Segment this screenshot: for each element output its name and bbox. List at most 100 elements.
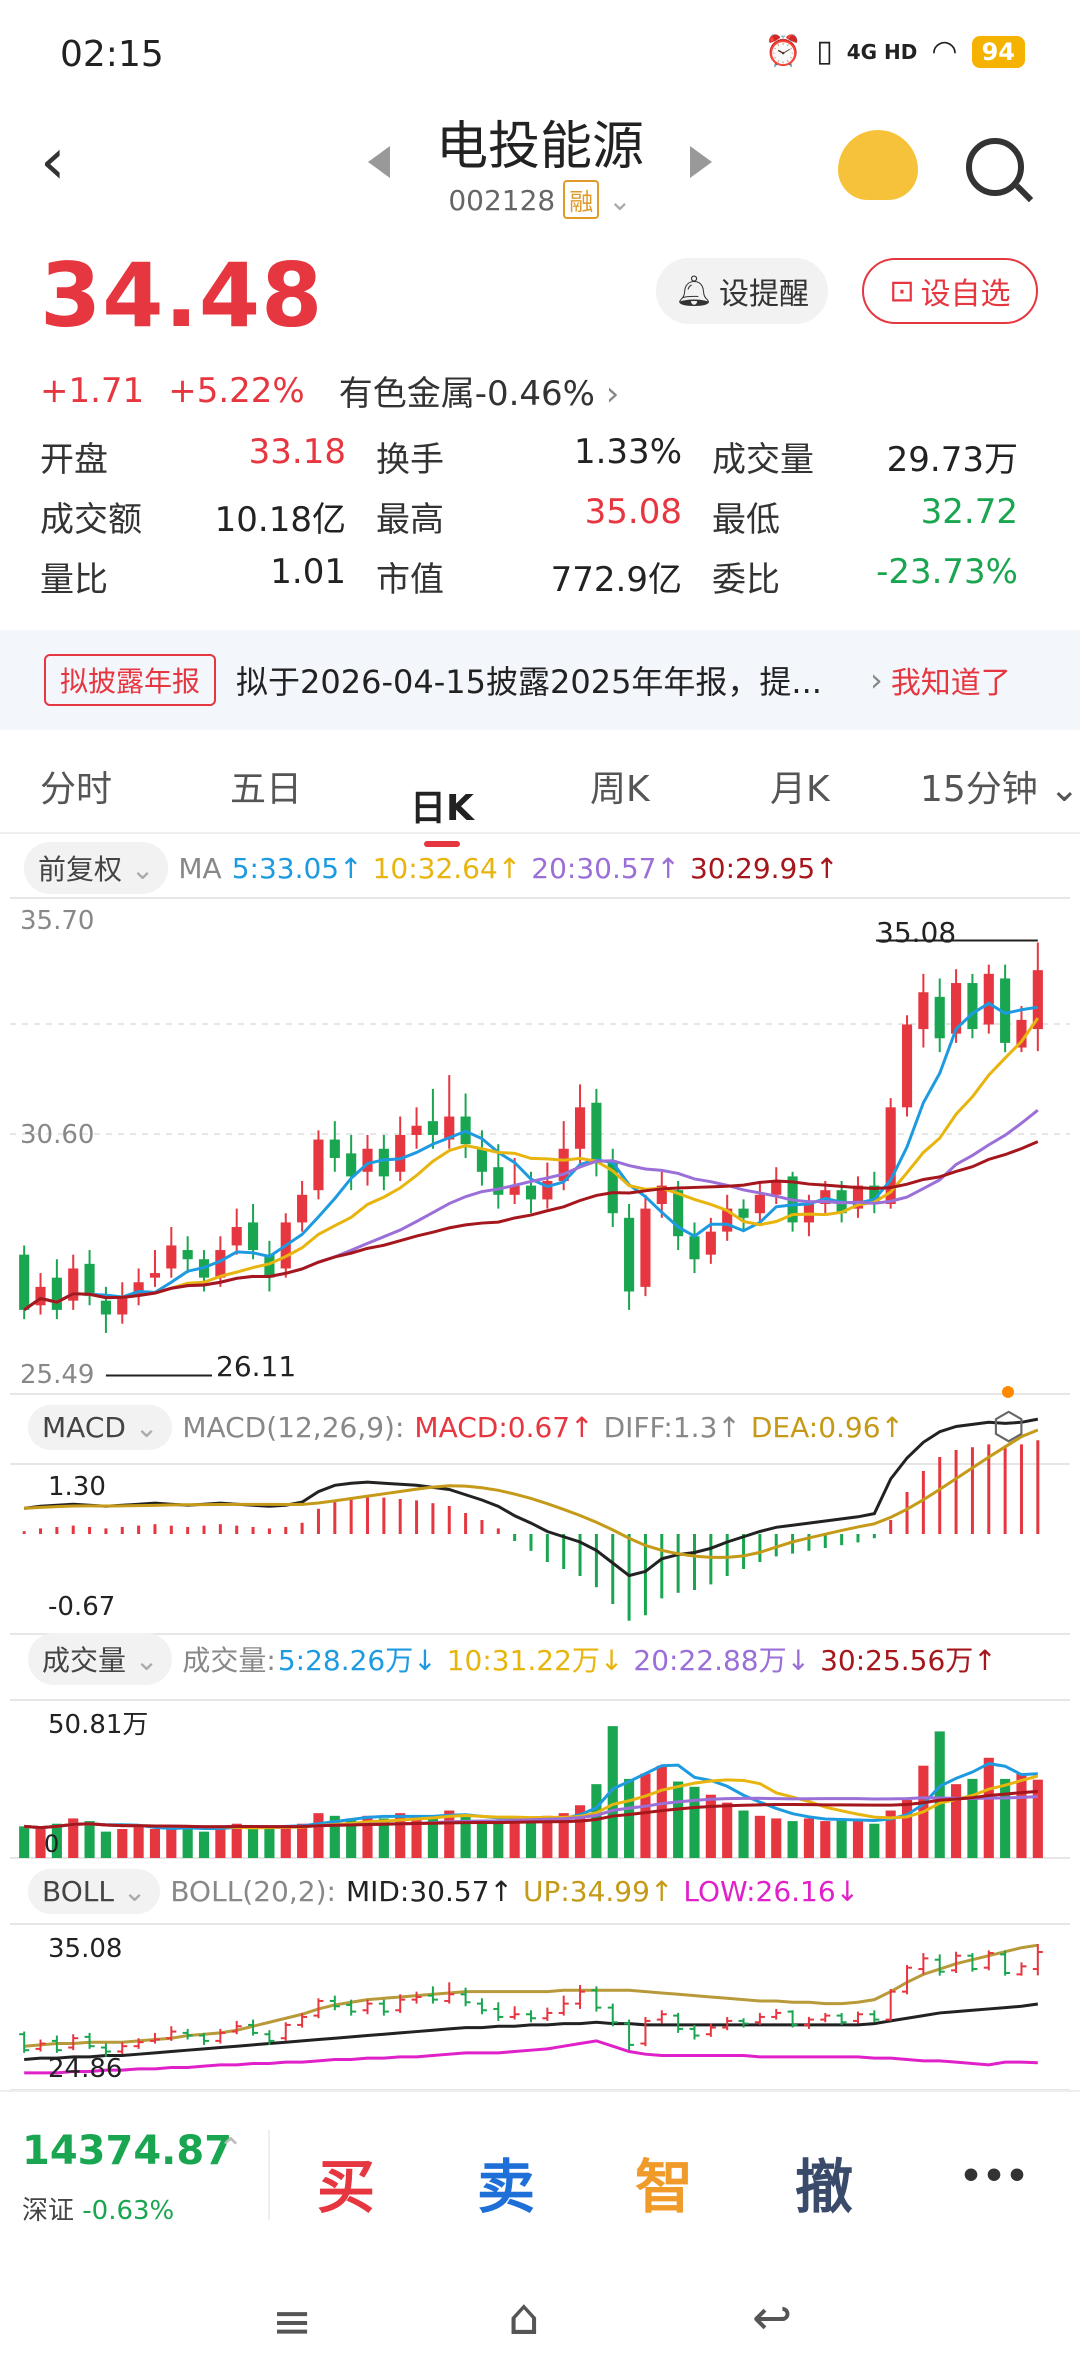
stat-cell: 最低 32.72 bbox=[712, 492, 1048, 541]
stats-grid: 开盘 33.18 换手 1.33% 成交量 29.73万 成交额 10.18亿 最高 35.08 最… bbox=[40, 426, 1050, 606]
stat-cell: 量比 1.01 bbox=[40, 552, 376, 601]
adjust-mode-dropdown[interactable]: 前复权 ⌄ bbox=[24, 842, 169, 894]
more-button[interactable]: ••• bbox=[959, 2156, 1029, 2197]
kline-y-top: 35.70 bbox=[20, 906, 95, 936]
candle-body bbox=[444, 1116, 455, 1140]
volume-bar bbox=[149, 1828, 161, 1858]
volume-label: 成交量: bbox=[182, 1644, 276, 1677]
candle-body bbox=[705, 1231, 716, 1255]
ma30-line bbox=[23, 1140, 1039, 1312]
volume-bar bbox=[476, 1821, 488, 1858]
prev-stock-icon[interactable] bbox=[368, 146, 390, 178]
boll-low: LOW:26.16↓ bbox=[683, 1874, 860, 1908]
tab-2[interactable]: 日K bbox=[410, 779, 474, 847]
volume-bar bbox=[411, 1815, 422, 1858]
sector-link[interactable]: 有色金属-0.46% › bbox=[339, 366, 620, 415]
stock-title: 电投能源 bbox=[435, 117, 644, 177]
mascot-icon[interactable] bbox=[838, 130, 918, 200]
volume-bar bbox=[280, 1826, 291, 1858]
stat-cell: 成交量 29.73万 bbox=[712, 432, 1048, 481]
chevron-down-icon: ⌄ bbox=[122, 1874, 147, 1908]
volume-bar bbox=[84, 1821, 95, 1858]
price-change-pct: +5.22% bbox=[168, 370, 305, 411]
chart-area[interactable] bbox=[0, 894, 1080, 2090]
add-watchlist-button[interactable]: ⊡ 设自选 bbox=[862, 258, 1038, 324]
stat-value: 10.18亿 bbox=[214, 499, 346, 540]
volume-bar bbox=[803, 1818, 815, 1858]
candle-body bbox=[754, 1194, 765, 1214]
index-value[interactable]: 14374.87 bbox=[22, 2128, 233, 2174]
next-stock-icon[interactable] bbox=[690, 146, 712, 178]
smart-button[interactable]: 智 bbox=[634, 2153, 693, 2221]
volume-bar bbox=[378, 1818, 389, 1858]
candle-body bbox=[509, 1185, 520, 1195]
tab-0[interactable]: 分时 bbox=[40, 769, 113, 810]
volume-dropdown[interactable]: 成交量 ⌄ bbox=[28, 1633, 173, 1685]
candle-body bbox=[264, 1254, 275, 1278]
candle-body bbox=[918, 992, 929, 1030]
candle-body bbox=[395, 1134, 406, 1172]
candle-body bbox=[673, 1190, 684, 1237]
add-watchlist-label: 设自选 bbox=[920, 277, 1011, 312]
boll-dropdown[interactable]: BOLL ⌄ bbox=[28, 1868, 161, 1914]
volume-bar bbox=[182, 1828, 193, 1858]
divider bbox=[0, 832, 1080, 834]
boll-legend: BOLL ⌄ BOLL(20,2): MID:30.57↑ UP:34.99↑ … bbox=[28, 1864, 859, 1918]
chevron-up-icon[interactable]: ⌃ bbox=[218, 2132, 244, 2167]
candle-body bbox=[771, 1180, 782, 1195]
vol5-value: 5:28.26万↓ bbox=[277, 1644, 437, 1677]
volume-bar bbox=[427, 1818, 438, 1858]
chevron-down-icon: ⌄ bbox=[134, 1644, 159, 1677]
macd-dropdown[interactable]: MACD ⌄ bbox=[28, 1404, 173, 1450]
candle-body bbox=[951, 983, 962, 1034]
annual-report-banner[interactable]: 拟披露年报 拟于2026-04-15披露2025年年报，提... › 我知道了 bbox=[0, 630, 1080, 730]
bell-icon: 🔔︎ bbox=[674, 273, 714, 309]
macd-y-bot: -0.67 bbox=[48, 1592, 116, 1622]
candle-body bbox=[427, 1121, 438, 1135]
volume-bar bbox=[460, 1815, 471, 1858]
volume-bar bbox=[983, 1757, 994, 1858]
chevron-down-icon: ⌄ bbox=[134, 1410, 159, 1444]
chevron-down-icon: ⌄ bbox=[130, 853, 155, 886]
stat-value: 32.72 bbox=[920, 491, 1018, 532]
status-icons: ⏰ ▯ 4G HD ◠ 94 bbox=[765, 34, 1025, 69]
tab-1[interactable]: 五日 bbox=[230, 769, 303, 810]
tab-3[interactable]: 周K bbox=[590, 769, 650, 810]
volume-bar bbox=[231, 1823, 242, 1858]
menu-icon[interactable]: ≡ bbox=[272, 2294, 313, 2350]
candle-body bbox=[656, 1185, 667, 1205]
tab-4[interactable]: 月K bbox=[770, 769, 830, 810]
settings-hexagon-icon[interactable]: ⬡ bbox=[992, 1404, 1026, 1448]
vol20-value: 20:22.88万↓ bbox=[633, 1644, 811, 1677]
stat-label: 开盘 bbox=[40, 439, 108, 480]
candle-body bbox=[35, 1286, 46, 1306]
system-nav-bar: ≡ ⌂ ↩ bbox=[0, 2260, 1080, 2376]
dismiss-banner-button[interactable]: 我知道了 bbox=[890, 666, 1011, 701]
boll-y-bot: 24.86 bbox=[48, 2054, 123, 2084]
buy-button[interactable]: 买 bbox=[316, 2153, 375, 2221]
tab-5[interactable]: 15分钟 ⌄ bbox=[920, 769, 1080, 810]
cancel-order-button[interactable]: 撤 bbox=[794, 2153, 853, 2221]
volume-legend: 成交量 ⌄ 成交量: 5:28.26万↓ 10:31.22万↓ 20:22.88… bbox=[28, 1632, 997, 1686]
set-alert-label: 设提醒 bbox=[719, 277, 810, 312]
back-icon[interactable]: ‹ bbox=[40, 125, 66, 199]
index-pct: -0.63% bbox=[82, 2196, 175, 2226]
candle-body bbox=[19, 1254, 30, 1310]
stat-cell: 市值 772.9亿 bbox=[376, 552, 712, 601]
boll-mid-line bbox=[24, 2002, 1039, 2062]
margin-badge: 融 bbox=[563, 180, 600, 219]
home-icon[interactable]: ⌂ bbox=[508, 2288, 540, 2346]
boll-name: BOLL bbox=[42, 1874, 114, 1908]
return-icon[interactable]: ↩ bbox=[752, 2290, 793, 2346]
candle-body bbox=[117, 1296, 128, 1315]
search-icon[interactable] bbox=[966, 138, 1024, 196]
candle-body bbox=[1032, 970, 1043, 1030]
diff-value: DIFF:1.3↑ bbox=[603, 1410, 741, 1444]
candle-body bbox=[84, 1263, 95, 1297]
volume-bar bbox=[951, 1784, 962, 1858]
set-alert-button[interactable]: 🔔︎ 设提醒 bbox=[656, 258, 828, 324]
volume-bar bbox=[722, 1802, 733, 1858]
chevron-right-icon: › bbox=[605, 374, 620, 414]
stock-code-row[interactable]: 002128 融 ⌄ bbox=[0, 180, 1080, 219]
sell-button[interactable]: 卖 bbox=[476, 2153, 535, 2221]
